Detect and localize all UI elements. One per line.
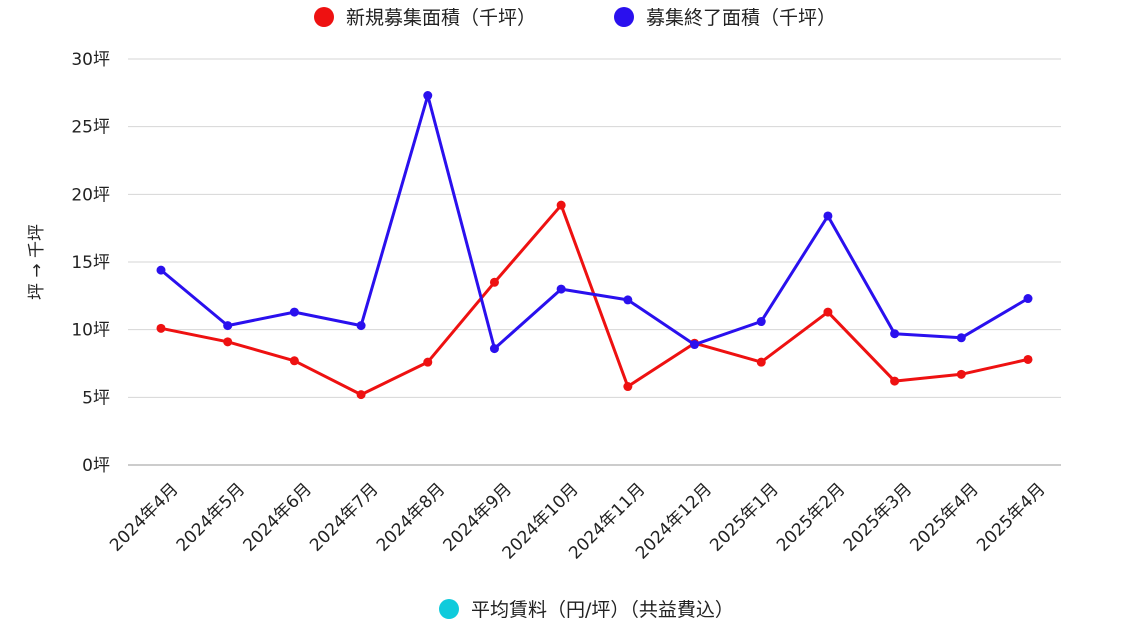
data-point[interactable]: [423, 91, 433, 101]
y-tick-label: 5坪: [82, 388, 110, 408]
data-point[interactable]: [356, 321, 366, 331]
data-point[interactable]: [756, 357, 766, 367]
series-line: [160, 94, 1029, 351]
x-tick-label: 2025年4月: [906, 479, 982, 555]
gridlines: [128, 58, 1061, 466]
x-tick-label: 2024年7月: [306, 479, 382, 555]
data-point[interactable]: [1023, 294, 1033, 304]
data-point[interactable]: [489, 344, 499, 354]
legend-label[interactable]: 新規募集面積（千坪）: [346, 7, 536, 29]
data-point[interactable]: [623, 295, 633, 305]
data-point[interactable]: [756, 317, 766, 327]
y-axis: 0坪 5坪 10坪 15坪 20坪 25坪 30坪: [71, 50, 110, 476]
series-0: [156, 200, 1033, 400]
data-point[interactable]: [223, 321, 233, 331]
legend-top: 新規募集面積（千坪） 募集終了面積（千坪）: [314, 7, 836, 29]
data-point[interactable]: [956, 369, 966, 379]
y-axis-title: 坪 → 千坪: [27, 224, 47, 300]
y-tick-label: 20坪: [71, 185, 110, 205]
series-line: [160, 203, 1029, 397]
data-point[interactable]: [289, 356, 299, 366]
y-tick-label: 10坪: [71, 321, 110, 341]
legend-marker[interactable]: [439, 599, 459, 619]
x-tick-label: 2025年2月: [773, 479, 849, 555]
x-tick-label: 2024年8月: [373, 479, 449, 555]
data-point[interactable]: [956, 333, 966, 343]
data-point[interactable]: [156, 323, 166, 333]
data-point[interactable]: [489, 277, 499, 287]
data-point[interactable]: [690, 340, 700, 350]
data-point[interactable]: [356, 390, 366, 400]
data-point[interactable]: [156, 265, 166, 275]
data-point[interactable]: [890, 329, 900, 339]
x-axis: 2024年4月2024年5月2024年6月2024年7月2024年8月2024年…: [106, 479, 1049, 563]
series-layer: [156, 91, 1033, 400]
y-tick-label: 30坪: [71, 50, 110, 70]
data-point[interactable]: [823, 307, 833, 317]
data-point[interactable]: [823, 211, 833, 221]
legend-marker[interactable]: [314, 7, 334, 27]
legend-bottom: 平均賃料（円/坪）（共益費込）: [439, 599, 734, 621]
x-tick-label: 2024年6月: [239, 479, 315, 555]
data-point[interactable]: [623, 382, 633, 392]
legend-label[interactable]: 平均賃料（円/坪）（共益費込）: [471, 599, 734, 621]
data-point[interactable]: [556, 200, 566, 210]
legend-marker[interactable]: [614, 7, 634, 27]
data-point[interactable]: [890, 376, 900, 386]
y-tick-label: 25坪: [71, 118, 110, 138]
series-1: [156, 91, 1033, 354]
data-point[interactable]: [556, 284, 566, 294]
data-point[interactable]: [289, 307, 299, 317]
legend-label[interactable]: 募集終了面積（千坪）: [646, 7, 836, 29]
x-tick-label: 2025年4月: [973, 479, 1049, 555]
x-tick-label: 2024年4月: [106, 479, 182, 555]
data-point[interactable]: [1023, 354, 1033, 364]
x-tick-label: 2024年5月: [173, 479, 249, 555]
x-tick-label: 2025年3月: [840, 479, 916, 555]
y-tick-label: 15坪: [71, 253, 110, 273]
y-tick-label: 0坪: [82, 456, 110, 476]
data-point[interactable]: [223, 337, 233, 347]
x-tick-label: 2025年1月: [706, 479, 782, 555]
data-point[interactable]: [423, 357, 433, 367]
